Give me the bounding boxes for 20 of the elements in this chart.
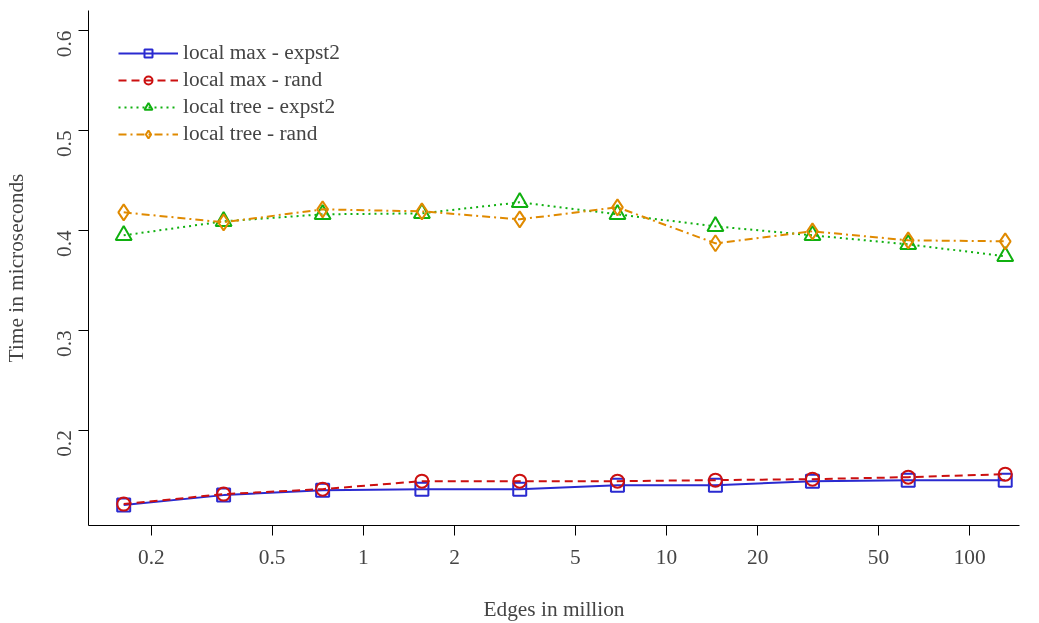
y-tick-label: 0.6 (52, 30, 77, 58)
x-tick-label: 100 (953, 544, 986, 569)
x-tick-label: 0.2 (138, 544, 165, 569)
x-tick-label: 50 (867, 544, 890, 569)
legend-label: local max - expst2 (183, 40, 340, 65)
legend-label: local max - rand (183, 67, 323, 92)
y-axis-title: Time in microseconds (3, 173, 28, 363)
x-tick-label: 20 (747, 544, 769, 569)
y-tick-label: 0.5 (52, 130, 77, 158)
x-tick-label: 2 (449, 544, 460, 569)
legend-label: local tree - expst2 (183, 94, 336, 119)
x-tick-label: 10 (655, 544, 678, 569)
x-tick-label: 5 (569, 544, 581, 569)
y-tick-label: 0.4 (52, 229, 77, 257)
legend-label: local tree - rand (183, 121, 318, 146)
x-axis-title: Edges in million (483, 596, 625, 621)
x-tick-label: 1 (358, 544, 369, 569)
y-tick-label: 0.3 (52, 330, 77, 357)
x-tick-label: 0.5 (258, 544, 286, 569)
y-tick-label: 0.2 (52, 430, 77, 457)
